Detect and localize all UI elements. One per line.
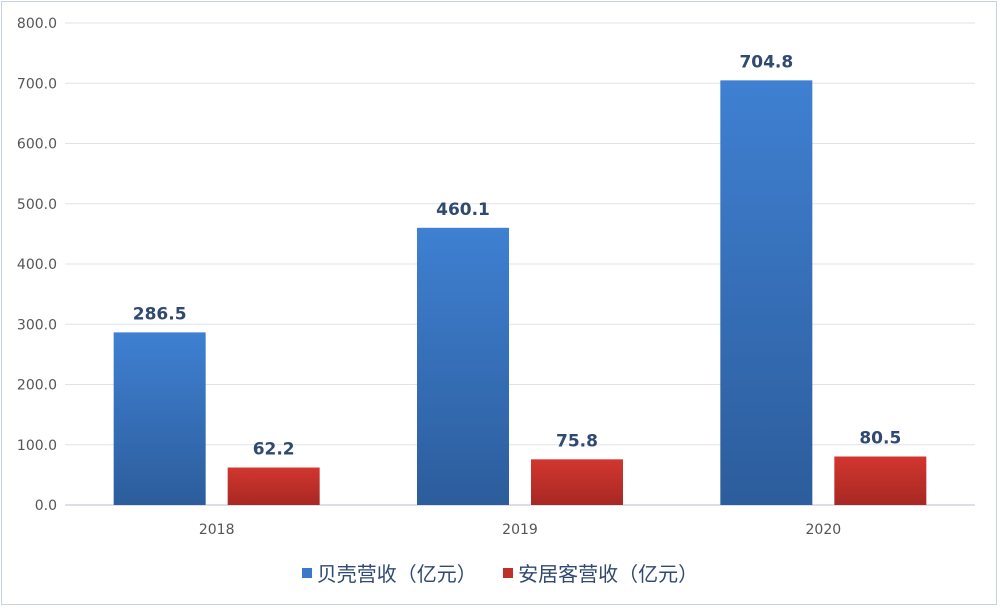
bar-2018-beike [113,332,206,505]
data-label: 460.1 [436,200,490,220]
y-tick-label: 700.0 [17,76,57,92]
data-label: 286.5 [133,304,187,324]
legend-label-beike: 贝壳营收（亿元） [316,562,477,586]
x-axis: 2018 2019 2020 [199,522,841,538]
y-tick-label: 800.0 [17,16,57,32]
data-labels: 286.5 62.2 460.1 75.8 704.8 80.5 [133,52,902,459]
y-tick-label: 0.0 [35,498,57,514]
bar-chart: 0.0 100.0 200.0 300.0 400.0 500.0 600.0 700.0 80… [17,16,975,538]
bar-2019-beike [417,227,509,506]
y-tick-label: 400.0 [17,257,57,273]
x-tick-label: 2019 [502,522,538,538]
y-tick-label: 200.0 [17,378,57,394]
legend-label-anjuke: 安居客营收（亿元） [518,562,699,586]
gridlines [65,22,975,506]
legend-swatch-beike [301,567,312,578]
bar-2020-beike [720,80,813,505]
legend-swatch-anjuke [503,567,514,578]
bar-2019-anjuke [531,459,623,505]
y-tick-label: 600.0 [17,137,57,153]
data-label: 62.2 [253,440,295,460]
legend-item-anjuke: 安居客营收（亿元） [503,558,698,587]
bar-2018-anjuke [227,467,320,505]
y-tick-label: 500.0 [17,197,57,213]
x-tick-label: 2018 [199,522,235,538]
x-tick-label: 2020 [806,522,842,538]
bar-2020-anjuke [834,456,927,505]
data-label: 80.5 [859,428,901,448]
y-tick-label: 100.0 [17,438,57,454]
data-label: 704.8 [739,52,793,72]
y-axis: 0.0 100.0 200.0 300.0 400.0 500.0 600.0 700.0 80… [17,16,57,514]
bars [113,80,927,506]
data-label: 75.8 [556,431,598,451]
legend-item-beike: 贝壳营收（亿元） [301,558,477,587]
legend: 贝壳营收（亿元） 安居客营收（亿元） [0,558,1000,587]
y-tick-label: 300.0 [17,317,57,333]
